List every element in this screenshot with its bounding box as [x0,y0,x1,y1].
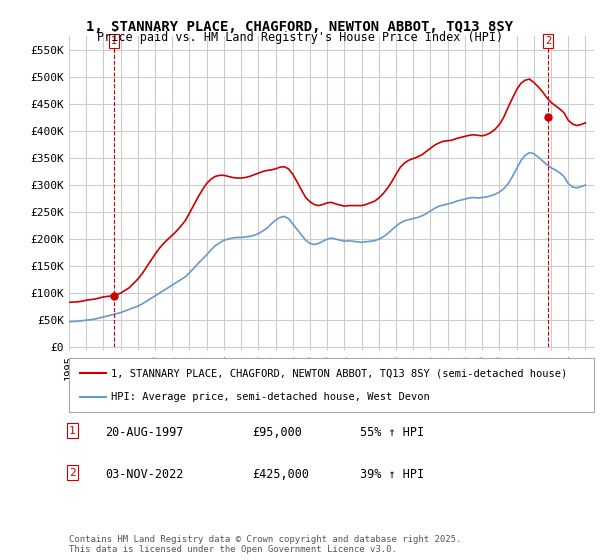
Text: 55% ↑ HPI: 55% ↑ HPI [360,426,424,438]
Text: 1, STANNARY PLACE, CHAGFORD, NEWTON ABBOT, TQ13 8SY (semi-detached house): 1, STANNARY PLACE, CHAGFORD, NEWTON ABBO… [111,368,567,379]
Text: Price paid vs. HM Land Registry's House Price Index (HPI): Price paid vs. HM Land Registry's House … [97,31,503,44]
Text: HPI: Average price, semi-detached house, West Devon: HPI: Average price, semi-detached house,… [111,391,430,402]
Text: 2: 2 [545,36,551,46]
Text: £425,000: £425,000 [252,468,309,480]
Text: 39% ↑ HPI: 39% ↑ HPI [360,468,424,480]
Text: 1, STANNARY PLACE, CHAGFORD, NEWTON ABBOT, TQ13 8SY: 1, STANNARY PLACE, CHAGFORD, NEWTON ABBO… [86,20,514,34]
Text: 03-NOV-2022: 03-NOV-2022 [105,468,184,480]
Text: 1: 1 [69,426,76,436]
Text: 1: 1 [112,36,118,46]
Text: £95,000: £95,000 [252,426,302,438]
Text: 2: 2 [69,468,76,478]
Text: Contains HM Land Registry data © Crown copyright and database right 2025.
This d: Contains HM Land Registry data © Crown c… [69,535,461,554]
Text: 20-AUG-1997: 20-AUG-1997 [105,426,184,438]
